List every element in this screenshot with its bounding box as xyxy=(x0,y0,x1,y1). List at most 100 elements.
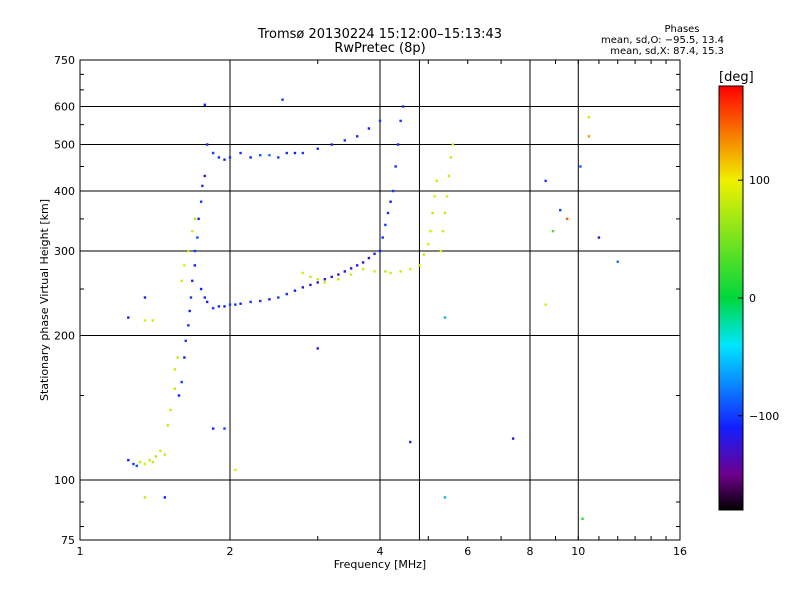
data-point xyxy=(349,267,353,270)
data-point xyxy=(293,151,297,155)
data-point xyxy=(180,279,183,283)
data-point xyxy=(316,147,319,150)
data-point xyxy=(301,271,305,275)
data-point xyxy=(203,174,206,178)
data-point xyxy=(587,116,591,119)
x-tick-label: 16 xyxy=(673,545,687,558)
data-point xyxy=(196,236,199,239)
data-point xyxy=(148,458,151,462)
data-point xyxy=(445,195,449,198)
data-point xyxy=(143,319,147,322)
data-point xyxy=(373,252,376,256)
data-point xyxy=(616,260,619,263)
y-tick-label: 300 xyxy=(54,245,75,258)
data-point xyxy=(511,437,515,440)
data-point xyxy=(277,296,280,299)
data-point xyxy=(205,300,209,304)
data-point xyxy=(443,316,447,319)
data-point xyxy=(285,292,288,296)
data-point xyxy=(323,278,327,281)
data-point xyxy=(223,158,226,161)
data-point xyxy=(180,380,183,384)
data-point xyxy=(427,242,430,246)
x-tick-label: 6 xyxy=(464,545,471,558)
data-point xyxy=(154,455,158,458)
data-point xyxy=(443,211,447,215)
data-point xyxy=(386,211,390,215)
colorbar-unit: [deg] xyxy=(719,70,754,85)
data-point xyxy=(293,289,297,292)
x-tick-label: 2 xyxy=(227,545,234,558)
data-point xyxy=(447,174,451,178)
data-point xyxy=(187,249,190,253)
data-point xyxy=(323,281,327,284)
data-point xyxy=(205,143,209,146)
phase-stats-x: mean, sd,X: 87.4, 15.3 xyxy=(610,46,724,57)
data-point xyxy=(211,427,215,430)
data-point xyxy=(389,200,392,203)
data-point xyxy=(127,316,130,319)
data-point xyxy=(389,271,392,275)
data-point xyxy=(188,309,191,313)
data-point xyxy=(544,179,547,183)
data-point xyxy=(193,249,197,253)
data-point xyxy=(441,229,445,233)
colorbar-tick-label: 0 xyxy=(749,292,756,305)
data-point xyxy=(343,139,347,142)
x-axis-label: Frequency [MHz] xyxy=(334,558,426,571)
data-point xyxy=(223,305,226,308)
data-point xyxy=(355,264,359,267)
data-point xyxy=(191,229,194,233)
data-point xyxy=(349,273,353,276)
data-point xyxy=(316,281,319,284)
data-point xyxy=(143,496,147,499)
data-point xyxy=(367,127,371,130)
data-point xyxy=(309,283,312,287)
data-point xyxy=(203,296,206,299)
data-point xyxy=(203,103,206,106)
data-point xyxy=(281,98,284,101)
data-point xyxy=(361,267,365,271)
data-point xyxy=(177,394,181,397)
chart-title: Tromsø 20130224 15:12:00–15:13:43 xyxy=(257,27,503,42)
data-point xyxy=(285,151,288,155)
data-point xyxy=(361,261,365,264)
data-point xyxy=(259,299,262,303)
data-point xyxy=(394,165,397,168)
data-point xyxy=(199,200,203,203)
data-point xyxy=(277,156,280,159)
data-point xyxy=(234,468,237,472)
data-point xyxy=(159,449,162,453)
data-point xyxy=(337,273,340,276)
phase-stats-o: mean, sd,O: −95.5, 13.4 xyxy=(601,35,724,46)
data-point xyxy=(249,156,252,159)
data-point xyxy=(551,229,555,233)
phase-stats: Phases mean, sd,O: −95.5, 13.4 mean, sd,… xyxy=(600,24,724,57)
data-point xyxy=(143,296,147,299)
data-point xyxy=(401,105,405,108)
colorbar-tick-label: 100 xyxy=(749,174,770,187)
data-point xyxy=(173,387,177,390)
data-point xyxy=(373,270,376,273)
data-point xyxy=(409,267,412,271)
data-point xyxy=(217,305,221,308)
data-point xyxy=(337,278,340,281)
y-tick-label: 500 xyxy=(54,139,75,152)
data-point xyxy=(143,462,147,466)
data-point xyxy=(135,464,138,468)
data-point xyxy=(384,270,387,273)
data-point xyxy=(409,440,412,444)
data-point xyxy=(151,460,155,464)
data-point xyxy=(151,319,155,322)
data-point xyxy=(384,223,387,227)
data-point xyxy=(399,270,402,273)
data-point xyxy=(138,460,142,464)
data-point xyxy=(183,356,186,359)
data-point xyxy=(249,300,252,304)
data-point xyxy=(169,408,172,412)
data-point xyxy=(183,264,186,267)
data-point xyxy=(217,156,221,159)
data-point xyxy=(435,179,438,183)
data-point xyxy=(378,249,382,253)
